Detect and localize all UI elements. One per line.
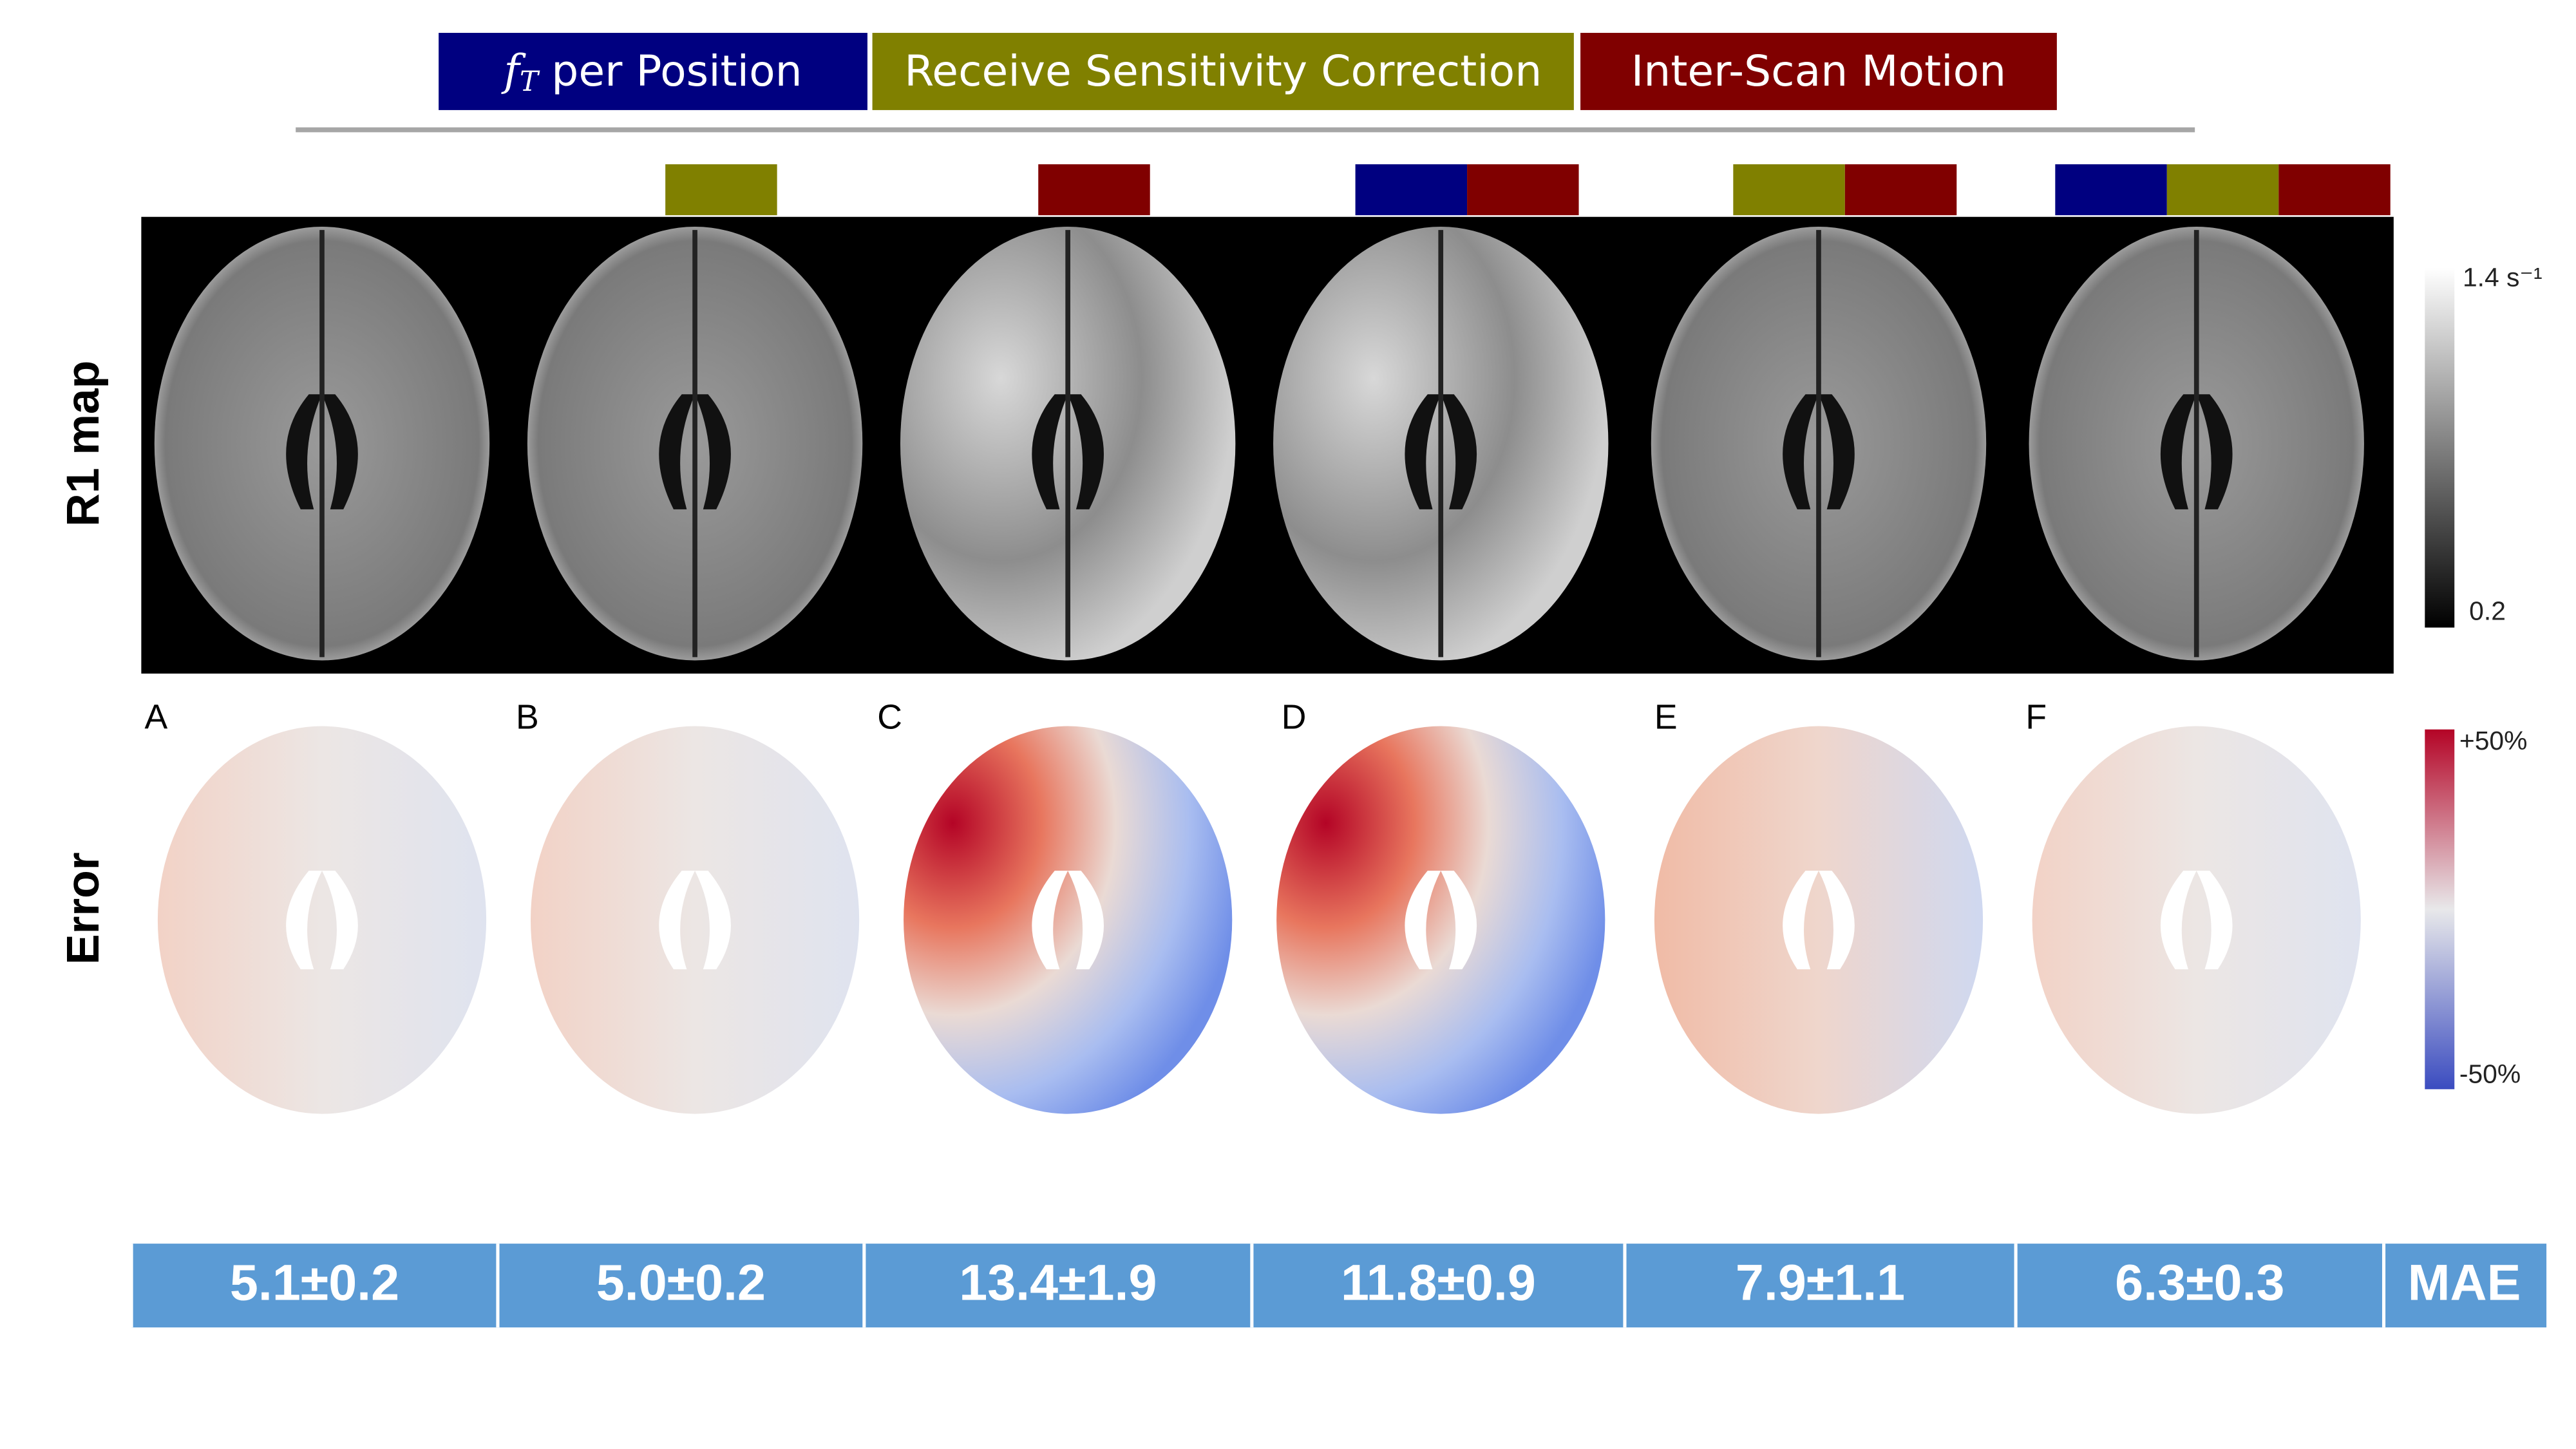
legend-label: per Position — [551, 46, 802, 96]
colorbar-label: -50% — [2459, 1059, 2521, 1089]
panel-letter: E — [1654, 699, 1678, 737]
ventricle — [659, 871, 731, 970]
factor-box — [1355, 164, 1468, 216]
ventricle — [2160, 871, 2233, 970]
mae-value: 5.0±0.2 — [596, 1253, 766, 1311]
legend-text: Inter-Scan Motion — [1631, 46, 2006, 96]
factor-box — [2055, 164, 2167, 216]
factor-box — [2166, 164, 2279, 216]
mae-bar — [131, 1244, 2547, 1328]
legend-text: Receive Sensitivity Correction — [904, 46, 1542, 96]
legend-box — [872, 33, 1574, 110]
panel-letter: D — [1282, 699, 1307, 737]
ventricle — [1783, 394, 1855, 509]
ventricle — [286, 394, 358, 509]
image-strip — [141, 216, 2394, 674]
mae-value: 7.9±1.1 — [1736, 1253, 1905, 1311]
ventricle — [2160, 394, 2233, 509]
legend-subscript: T — [520, 66, 540, 98]
ventricle — [1032, 871, 1104, 970]
colorbar — [2425, 729, 2455, 1090]
error-brain — [1276, 726, 1605, 1114]
colorbar-label: 0.2 — [2469, 596, 2506, 625]
panel-letter: F — [2025, 699, 2047, 737]
panel-letter: C — [877, 699, 902, 737]
factor-box — [665, 164, 777, 216]
panel-letter: A — [144, 699, 167, 737]
factor-box — [1467, 164, 1579, 216]
factor-box — [1733, 164, 1845, 216]
ventricle — [1405, 871, 1477, 970]
legend-box — [1580, 33, 2057, 110]
ventricle — [1032, 394, 1104, 509]
colorbar — [2425, 267, 2455, 628]
error-brain — [1654, 726, 1984, 1114]
ventricle — [1783, 871, 1855, 970]
legend-text: fT per Position — [500, 45, 802, 98]
mae-label: MAE — [2408, 1253, 2521, 1311]
colorbar-label: 1.4 s⁻¹ — [2463, 262, 2543, 292]
error-brain — [904, 726, 1233, 1114]
mae-value: 11.8±0.9 — [1341, 1253, 1536, 1311]
factor-box — [1844, 164, 1957, 216]
mae-value: 5.1±0.2 — [230, 1253, 399, 1311]
factor-box — [1038, 164, 1150, 216]
error-brain — [157, 726, 487, 1114]
legend-box — [439, 33, 867, 110]
ventricle — [286, 871, 358, 970]
factor-box — [2278, 164, 2391, 216]
ventricle — [1405, 394, 1477, 509]
legend-label: Inter-Scan Motion — [1631, 46, 2006, 96]
error-brain — [2032, 726, 2361, 1114]
panel-letter: B — [516, 699, 539, 737]
mae-value: 13.4±1.9 — [959, 1253, 1157, 1311]
error-brain — [530, 726, 860, 1114]
legend-label: Receive Sensitivity Correction — [904, 46, 1542, 96]
colorbar-label: +50% — [2459, 726, 2527, 755]
row-label: Error — [57, 852, 109, 965]
mae-value: 6.3±0.3 — [2115, 1253, 2284, 1311]
row-label: R1 map — [57, 361, 109, 527]
ventricle — [659, 394, 731, 509]
